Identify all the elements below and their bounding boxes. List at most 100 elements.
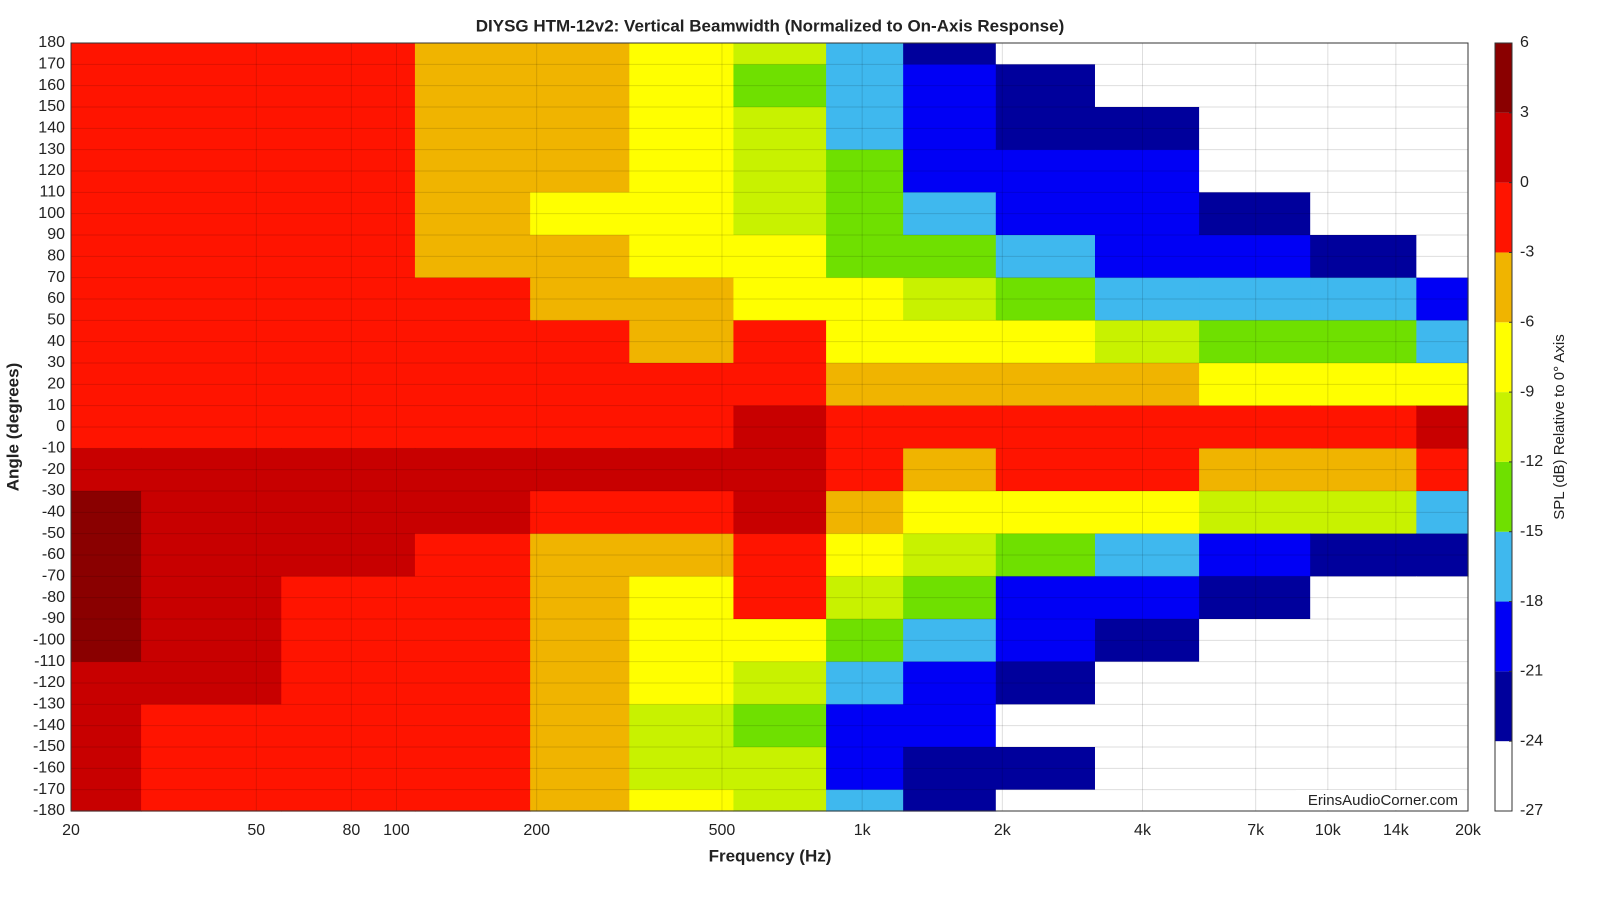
contour-cell (71, 491, 142, 535)
contour-cell (826, 405, 904, 449)
contour-cell (141, 704, 282, 748)
y-tick-label: -10 (42, 440, 65, 457)
contour-cell (281, 619, 416, 663)
x-tick-label: 14k (1383, 822, 1410, 839)
contour-cell (1416, 149, 1469, 193)
contour-cell (1416, 576, 1469, 620)
colorbar-tick-label: -9 (1520, 383, 1534, 400)
contour-cell (733, 405, 827, 449)
colorbar-band (1495, 461, 1512, 532)
contour-field (71, 43, 1469, 812)
contour-cell (1199, 789, 1311, 812)
contour-cell (71, 661, 142, 705)
contour-cell (71, 320, 142, 364)
contour-cell (281, 192, 416, 236)
contour-cell (1199, 661, 1311, 705)
contour-cell (995, 277, 1096, 321)
contour-cell (995, 192, 1096, 236)
contour-cell (1416, 43, 1469, 65)
x-tick-label: 50 (247, 822, 265, 839)
contour-cell (733, 789, 827, 812)
contour-cell (1416, 320, 1469, 364)
contour-cell (414, 192, 531, 236)
contour-cell (1416, 448, 1469, 492)
contour-cell (1416, 192, 1469, 236)
colorbar-band (1495, 43, 1512, 113)
contour-cell (995, 107, 1096, 151)
contour-cell (71, 277, 142, 321)
contour-cell (826, 277, 904, 321)
contour-cell (1310, 491, 1417, 535)
contour-cell (629, 619, 735, 663)
contour-cell (826, 704, 904, 748)
colorbar-band (1495, 671, 1512, 742)
contour-cell (530, 448, 630, 492)
contour-cell (1310, 448, 1417, 492)
contour-cell (1094, 491, 1200, 535)
contour-cell (281, 43, 416, 65)
contour-cell (1416, 704, 1469, 748)
contour-cell (629, 235, 735, 279)
contour-cell (733, 619, 827, 663)
y-tick-label: 0 (56, 418, 65, 435)
contour-cell (826, 43, 904, 65)
y-tick-label: -50 (42, 525, 65, 542)
contour-cell (530, 64, 630, 108)
contour-cell (1094, 64, 1200, 108)
contour-cell (71, 747, 142, 791)
contour-cell (530, 704, 630, 748)
x-tick-label: 1k (854, 822, 872, 839)
y-tick-label: 160 (38, 77, 65, 94)
contour-cell (733, 533, 827, 577)
contour-cell (414, 43, 531, 65)
contour-cell (629, 277, 735, 321)
contour-cell (903, 448, 997, 492)
contour-cell (1310, 107, 1417, 151)
y-tick-label: -120 (33, 674, 65, 691)
contour-cell (629, 107, 735, 151)
watermark-box (1296, 790, 1464, 810)
colorbar-band (1495, 182, 1512, 253)
y-tick-label: 120 (38, 162, 65, 179)
contour-cell (530, 235, 630, 279)
contour-cell (629, 661, 735, 705)
contour-cell (1199, 405, 1311, 449)
contour-cell (903, 576, 997, 620)
contour-cell (1094, 43, 1200, 65)
contour-cell (1199, 363, 1311, 407)
contour-cell (71, 64, 142, 108)
contour-cell (141, 661, 282, 705)
contour-cell (71, 704, 142, 748)
contour-cell (1094, 320, 1200, 364)
contour-cell (903, 192, 997, 236)
contour-cell (1416, 235, 1469, 279)
chart-title: DIYSG HTM-12v2: Vertical Beamwidth (Norm… (476, 16, 1065, 35)
contour-cell (1094, 661, 1200, 705)
contour-cell (1094, 789, 1200, 812)
contour-cell (414, 533, 531, 577)
contour-cell (414, 277, 531, 321)
contour-cell (281, 448, 416, 492)
contour-cell (71, 576, 142, 620)
colorbar-tick-label: -18 (1520, 593, 1543, 610)
contour-cell (995, 149, 1096, 193)
contour-cell (414, 704, 531, 748)
contour-cell (1199, 448, 1311, 492)
contour-cell (995, 363, 1096, 407)
contour-cell (1199, 704, 1311, 748)
colorbar-tick-label: 3 (1520, 104, 1529, 121)
colorbar-band (1495, 112, 1512, 183)
contour-cell (995, 235, 1096, 279)
contour-cell (733, 320, 827, 364)
contour-cell (281, 277, 416, 321)
y-tick-label: -150 (33, 738, 65, 755)
y-tick-label: 10 (47, 397, 65, 414)
x-tick-label: 7k (1247, 822, 1265, 839)
contour-cell (141, 107, 282, 151)
contour-cell (629, 576, 735, 620)
contour-cell (281, 235, 416, 279)
contour-cell (71, 533, 142, 577)
contour-cell (826, 576, 904, 620)
contour-cell (414, 107, 531, 151)
contour-cell (281, 661, 416, 705)
